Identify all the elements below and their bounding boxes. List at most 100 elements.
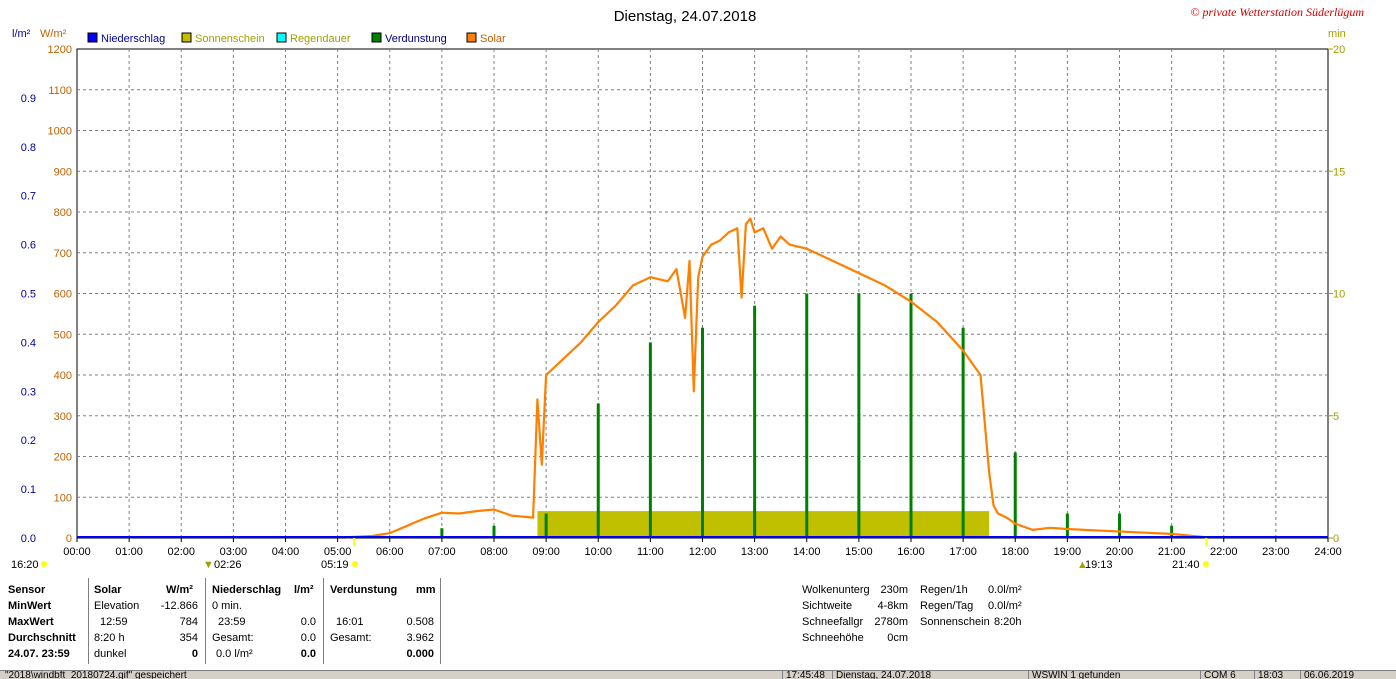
- rain-unit: l/m²: [294, 584, 314, 596]
- x-axis-tick: 15:00: [845, 546, 873, 558]
- solar-axis-tick: 0: [66, 533, 72, 545]
- rain-axis-tick: 0.0: [21, 533, 36, 545]
- solar-axis-tick: 600: [54, 289, 72, 301]
- solar-unit: W/m²: [166, 584, 193, 596]
- solar-axis-tick: 700: [54, 248, 72, 260]
- evaporation-bar: [909, 293, 913, 538]
- status-bar: "2018\windbft_20180724.gif" gespeichert …: [0, 670, 1396, 679]
- x-axis-tick: 18:00: [1001, 546, 1029, 558]
- x-axis-tick: 17:00: [949, 546, 977, 558]
- x-axis-tick: 00:00: [63, 546, 91, 558]
- chart-title: Dienstag, 24.07.2018: [614, 8, 757, 25]
- legend-swatch-verdunstung: [371, 32, 382, 43]
- sensor-header: Sensor: [8, 584, 46, 596]
- sun-dot-icon: [41, 561, 47, 567]
- legend-label-niederschlag: Niederschlag: [101, 33, 165, 45]
- minutes-axis-tick: 20: [1333, 44, 1345, 56]
- x-axis-tick: 14:00: [793, 546, 821, 558]
- x-axis-tick: 07:00: [428, 546, 456, 558]
- sunshine-value: 8:20h: [994, 616, 1022, 628]
- snowline-label: Schneefallgr: [802, 616, 864, 628]
- rain-axis-tick: 0.9: [21, 93, 36, 105]
- evaporation-bar: [1118, 513, 1121, 538]
- legend-swatch-solar: [466, 32, 477, 43]
- cloud-base-value: 230m: [880, 584, 908, 596]
- evaporation-bar: [648, 342, 652, 538]
- evaporation-bar: [1065, 513, 1069, 538]
- rain-axis-tick: 0.1: [21, 484, 36, 496]
- evaporation-bar: [544, 513, 548, 538]
- evap-unit: mm: [416, 584, 436, 596]
- evaporation-bar: [492, 525, 496, 538]
- moonset-marker: 19:13: [1085, 559, 1113, 571]
- minutes-axis-tick: 10: [1333, 289, 1345, 301]
- max-label: MaxWert: [8, 616, 54, 628]
- x-axis-tick: 11:00: [637, 546, 664, 558]
- snow-depth-value: 0cm: [887, 632, 908, 644]
- x-axis-tick: 13:00: [741, 546, 769, 558]
- solar-axis-tick: 1000: [48, 126, 72, 138]
- min-label: MinWert: [8, 600, 52, 612]
- evaporation-bar: [805, 293, 809, 538]
- evaporation-bar: [961, 327, 965, 538]
- x-axis-tick: 19:00: [1054, 546, 1082, 558]
- rain-max-value: 0.0: [300, 616, 316, 628]
- rain-axis-tick: 0.7: [21, 191, 36, 203]
- solar-axis-tick: 300: [54, 411, 72, 423]
- rain-min-label: 0 min.: [212, 600, 242, 612]
- status-message: "2018\windbft_20180724.gif" gespeichert: [5, 670, 187, 679]
- x-axis-tick: 03:00: [220, 546, 248, 558]
- solar-axis-tick: 400: [54, 370, 72, 382]
- evaporation-bar: [440, 528, 444, 538]
- x-axis-tick: 04:00: [272, 546, 300, 558]
- evap-max-value: 0.508: [406, 616, 434, 628]
- rain-total-label: Gesamt:: [212, 632, 254, 644]
- minutes-axis-tick: 15: [1333, 166, 1345, 178]
- avg-label: Durchschnitt: [8, 632, 76, 644]
- sunset-dot-icon: [1203, 561, 1209, 567]
- rain-axis-tick: 0.3: [21, 386, 36, 398]
- legend-label-solar: Solar: [480, 33, 506, 45]
- solar-axis-tick: 100: [54, 492, 72, 504]
- x-axis-tick: 02:00: [167, 546, 195, 558]
- evap-current-value: 0.000: [406, 648, 434, 660]
- sunshine-bar: [537, 511, 990, 538]
- solar-axis-tick: 1200: [48, 44, 72, 56]
- evaporation-bar: [1013, 452, 1017, 538]
- solar-line: [346, 217, 1207, 539]
- visibility-label: Sichtweite: [802, 600, 853, 612]
- status-clock: 18:03: [1254, 671, 1283, 679]
- legend-swatch-sonnenschein: [181, 32, 192, 43]
- solar-current-value: 0: [191, 648, 198, 660]
- rain-header: Niederschlag: [212, 584, 282, 596]
- status-today: 06.06.2019: [1300, 671, 1354, 679]
- rain-day-value: 0.0l/m²: [988, 600, 1022, 612]
- solar-header: Solar: [94, 584, 122, 596]
- sunset-marker: 21:40: [1172, 559, 1200, 571]
- brand-label: © private Wetterstation Süderlügum: [1190, 5, 1364, 19]
- visibility-value: 4-8km: [877, 600, 908, 612]
- rain-axis-tick: 0.4: [21, 337, 36, 349]
- x-axis-tick: 09:00: [532, 546, 560, 558]
- evaporation-bar: [753, 305, 757, 538]
- evap-max-time: 16:01: [336, 616, 364, 628]
- cloud-base-label: Wolkenunterg: [802, 584, 870, 596]
- legend-label-sonnenschein: Sonnenschein: [195, 33, 265, 45]
- legend-swatch-regendauer: [276, 32, 287, 43]
- solar-unit-label: W/m²: [40, 28, 67, 40]
- rain-unit-label: l/m²: [12, 28, 31, 40]
- left-time-marker: 16:20: [11, 559, 39, 571]
- solar-axis-tick: 200: [54, 452, 72, 464]
- minutes-unit-label: min: [1328, 28, 1346, 40]
- rain-hour-value: 0.0l/m²: [988, 584, 1022, 596]
- evaporation-bar: [596, 403, 600, 538]
- x-axis-tick: 21:00: [1158, 546, 1186, 558]
- x-axis-tick: 08:00: [480, 546, 508, 558]
- x-axis-tick: 10:00: [584, 546, 612, 558]
- evaporation-bar: [701, 327, 704, 538]
- legend-label-verdunstung: Verdunstung: [385, 33, 447, 45]
- evaporation-bar: [857, 293, 861, 538]
- sunrise-marker: 05:19: [321, 559, 349, 571]
- x-axis-tick: 01:00: [115, 546, 143, 558]
- solar-max-value: 784: [179, 616, 198, 628]
